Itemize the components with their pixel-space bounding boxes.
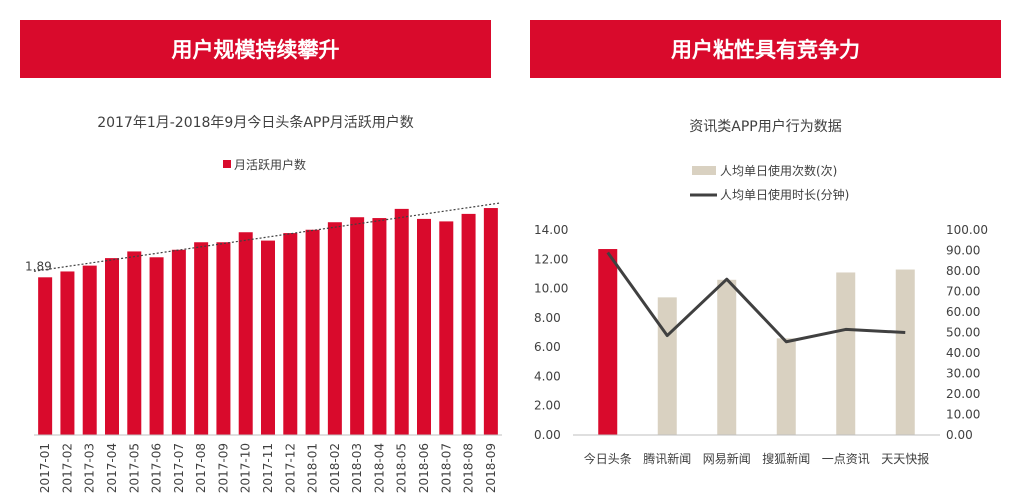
x-tick-2017-06: 2017-06 xyxy=(150,443,164,493)
y-left-tick: 14.00 xyxy=(534,223,568,237)
banner-user-scale: 用户规模持续攀升 xyxy=(20,20,491,78)
bar-2017-07 xyxy=(171,249,186,435)
legend-label-duration: 人均单日使用时长(分钟) xyxy=(720,187,849,202)
x-tick-2018-06: 2018-06 xyxy=(417,443,431,493)
y-left-tick: 4.00 xyxy=(534,369,561,383)
legend-swatch-mau xyxy=(223,160,231,168)
x-tick-2018-02: 2018-02 xyxy=(328,443,342,493)
y-right-tick: 30.00 xyxy=(946,367,980,381)
y-right-tick: 10.00 xyxy=(946,408,980,422)
x-tick-2017-08: 2017-08 xyxy=(194,443,208,493)
x-tick-2017-09: 2017-09 xyxy=(216,443,230,493)
bar-2017-02 xyxy=(60,271,75,435)
y-right-tick: 50.00 xyxy=(946,326,980,340)
y-left-tick: 12.00 xyxy=(534,252,568,266)
x-tick-2017-02: 2017-02 xyxy=(60,443,74,493)
bar-2017-05 xyxy=(127,251,142,435)
x-tick-2018-08: 2018-08 xyxy=(462,443,476,493)
bar-2017-06 xyxy=(149,257,164,435)
y-left-tick: 8.00 xyxy=(534,311,561,325)
y-right-tick: 100.00 xyxy=(946,223,988,237)
x-tick-2018-03: 2018-03 xyxy=(350,443,364,493)
x-tick-2018-05: 2018-05 xyxy=(395,443,409,493)
x-tick-2017-07: 2017-07 xyxy=(172,443,186,493)
x-tick-天天快报: 天天快报 xyxy=(881,451,929,466)
x-tick-腾讯新闻: 腾讯新闻 xyxy=(643,451,691,466)
bar-天天快报 xyxy=(895,269,915,435)
trendline xyxy=(33,202,501,272)
legend-label-mau: 月活跃用户数 xyxy=(234,157,306,172)
y-right-tick: 60.00 xyxy=(946,305,980,319)
legend-label-count: 人均单日使用次数(次) xyxy=(720,163,837,178)
bar-2018-01 xyxy=(305,229,320,435)
bar-2017-08 xyxy=(194,242,209,435)
y-left-tick: 2.00 xyxy=(534,399,561,413)
bar-搜狐新闻 xyxy=(776,338,796,435)
y-right-tick: 80.00 xyxy=(946,264,980,278)
bar-一点资讯 xyxy=(836,272,856,435)
x-tick-2017-01: 2017-01 xyxy=(38,443,52,493)
series-line-duration xyxy=(606,251,906,344)
left-chart-title: 2017年1月-2018年9月今日头条APP月活跃用户数 xyxy=(97,115,414,131)
bar-网易新闻 xyxy=(717,279,737,435)
bar-2017-10 xyxy=(238,232,253,435)
x-tick-一点资讯: 一点资讯 xyxy=(822,452,870,466)
bar-2018-08 xyxy=(461,213,476,435)
bar-2018-02 xyxy=(327,222,342,435)
y-right-tick: 40.00 xyxy=(946,346,980,360)
bar-2017-03 xyxy=(82,265,97,435)
x-tick-2018-04: 2018-04 xyxy=(372,443,386,493)
bar-2017-11 xyxy=(261,240,275,435)
y-right-tick: 20.00 xyxy=(946,387,980,401)
x-tick-2017-03: 2017-03 xyxy=(83,443,97,493)
y-left-tick: 6.00 xyxy=(534,340,561,354)
x-tick-2018-01: 2018-01 xyxy=(306,443,320,493)
bar-腾讯新闻 xyxy=(657,297,677,435)
x-tick-2018-09: 2018-09 xyxy=(484,443,498,493)
data-label-2017-01: 1.89 xyxy=(25,259,52,273)
x-tick-2017-12: 2017-12 xyxy=(283,443,297,493)
y-left-tick: 10.00 xyxy=(534,282,568,296)
bar-今日头条 xyxy=(598,249,618,435)
banner-user-stickiness: 用户粘性具有竞争力 xyxy=(530,20,1001,78)
x-tick-今日头条: 今日头条 xyxy=(584,451,632,466)
bar-2018-05 xyxy=(394,208,409,435)
bar-2017-09 xyxy=(216,242,231,435)
legend-swatch-count xyxy=(692,166,716,175)
bar-2017-12 xyxy=(283,233,298,435)
x-tick-2017-10: 2017-10 xyxy=(239,443,253,493)
bar-2018-07 xyxy=(439,221,454,435)
y-right-tick: 70.00 xyxy=(946,285,980,299)
x-tick-2017-04: 2017-04 xyxy=(105,443,119,493)
right-chart-title: 资讯类APP用户行为数据 xyxy=(689,119,842,135)
bar-2017-01 xyxy=(38,277,53,435)
bar-2018-06 xyxy=(417,218,431,435)
bar-2018-03 xyxy=(350,217,365,435)
bar-2017-04 xyxy=(105,258,119,435)
bar-2018-04 xyxy=(372,218,387,435)
y-right-tick: 0.00 xyxy=(946,428,973,442)
y-left-tick: 0.00 xyxy=(534,428,561,442)
x-tick-搜狐新闻: 搜狐新闻 xyxy=(762,451,810,466)
x-tick-网易新闻: 网易新闻 xyxy=(703,451,751,466)
x-tick-2017-11: 2017-11 xyxy=(261,443,275,493)
x-tick-2018-07: 2018-07 xyxy=(439,443,453,493)
y-right-tick: 90.00 xyxy=(946,244,980,258)
x-tick-2017-05: 2017-05 xyxy=(127,443,141,493)
bar-2018-09 xyxy=(483,208,498,435)
